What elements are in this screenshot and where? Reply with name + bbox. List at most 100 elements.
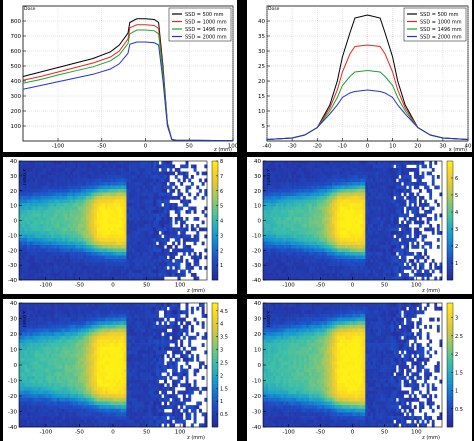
colorbar-tick-label: 5 (455, 193, 458, 199)
y-axis-label: Dose (24, 6, 36, 12)
x-tick-label: 50 (143, 430, 150, 436)
x-axis-label: x (mm) (449, 147, 467, 152)
series-line (22, 41, 234, 142)
y-tick-label: 20 (10, 332, 17, 338)
y-tick-label: 20 (254, 332, 261, 338)
x-tick-label: 20 (414, 144, 421, 150)
y-tick-label: -10 (8, 379, 17, 385)
y-tick-label: 40 (10, 159, 17, 165)
dose-map-ssd-500: -100 -50 0 50 100 -40 -30 -20 -10 0 10 20 30 40 z (mm)… (3, 157, 237, 294)
x-tick-label: -10 (338, 144, 347, 150)
y-tick-label: 0 (258, 219, 262, 225)
x-tick-label: 50 (381, 430, 388, 436)
y-tick-label: 10 (254, 204, 261, 210)
y-tick-label: -40 (252, 278, 261, 284)
colorbar-tick-label: 6 (220, 189, 223, 195)
y-tick-label: 30 (254, 317, 261, 323)
y-tick-label: 40 (258, 19, 265, 25)
y-tick-label: 25 (258, 64, 265, 70)
y-tick-label: 700 (11, 34, 22, 40)
x-tick-label: 30 (439, 144, 446, 150)
y-tick-label: -30 (252, 263, 261, 269)
x-tick-label: 0 (111, 430, 115, 436)
y-tick-label: 10 (10, 348, 17, 354)
x-axis-label: z (mm) (187, 288, 205, 294)
colorbar-tick-label: 1 (455, 389, 458, 395)
dose-map-ssd-2000: -100 -50 0 50 100 -40 -30 -20 -10 0 10 20 30 40 z (mm)… (247, 299, 472, 441)
x-tick-label: -40 (263, 144, 272, 150)
x-tick-label: -100 (40, 283, 53, 289)
x-tick-label: 40 (465, 144, 472, 150)
y-tick-label: 0 (14, 219, 18, 225)
y-axis-label: Dose (268, 6, 280, 12)
colorbar-tick-label: 7 (220, 174, 223, 180)
colorbar-tick-label: 1.5 (455, 370, 463, 376)
y-tick-label: -20 (8, 394, 17, 400)
colorbar-tick-label: 1 (220, 263, 223, 269)
y-tick-label: 100 (11, 124, 22, 130)
x-tick-label: -100 (282, 430, 295, 436)
x-tick-label: 0 (144, 144, 148, 150)
colorbar-tick-label: 4.5 (220, 309, 228, 315)
y-axis-label: x (mm) (21, 169, 27, 186)
legend-label: SSD = 500 mm (420, 12, 459, 18)
x-tick-label: -100 (52, 144, 65, 150)
colorbar-tick-label: 2 (220, 248, 223, 254)
y-tick-label: -20 (252, 394, 261, 400)
colorbar-tick-label: 3.5 (220, 335, 228, 341)
x-tick-label: 0 (111, 283, 115, 289)
legend-label: SSD = 500 mm (185, 12, 224, 18)
y-tick-label: -10 (252, 233, 261, 239)
y-tick-label: 10 (254, 348, 261, 354)
x-tick-label: -100 (282, 283, 295, 289)
colorbar-tick-label: 4 (455, 210, 458, 216)
dose-map-ssd-1496: -100 -50 0 50 100 -40 -30 -20 -10 0 10 20 30 40 z (mm)… (3, 299, 237, 441)
x-axis-label: z (mm) (422, 288, 440, 294)
colorbar-tick-label: 5 (220, 204, 223, 210)
x-axis-label: z (mm) (422, 435, 440, 441)
heatmap-cells (19, 161, 208, 281)
dose-depth-profile-chart: -100 -50 0 50 100 100 200 300 400 500 600 700 800 Dos… (3, 0, 237, 152)
y-tick-label: -10 (8, 233, 17, 239)
y-tick-label: 600 (11, 49, 22, 55)
y-tick-label: -20 (252, 248, 261, 254)
y-tick-label: -30 (8, 410, 17, 416)
y-tick-label: -20 (8, 248, 17, 254)
x-axis-label: z (mm) (187, 435, 205, 441)
colorbar-tick-label: 0.5 (455, 407, 463, 413)
y-tick-label: 0 (258, 363, 262, 369)
colorbar-tick-label: 1 (220, 399, 223, 405)
x-tick-label: 0 (351, 430, 355, 436)
dose-map-ssd-1000: -100 -50 0 50 100 -40 -30 -20 -10 0 10 20 30 40 z (mm)… (247, 157, 472, 294)
y-tick-label: -40 (252, 425, 261, 431)
colorbar-tick-label: 4 (220, 219, 223, 225)
colorbar-tick-label: 2.5 (455, 334, 463, 340)
legend-label: SSD = 2000 mm (185, 35, 227, 41)
colorbar-tick-label: 4 (220, 322, 223, 328)
y-tick-label: 30 (258, 49, 265, 55)
x-tick-label: 0 (351, 283, 355, 289)
legend-label: SSD = 1496 mm (420, 27, 462, 33)
colorbar-frame (446, 302, 454, 428)
y-tick-label: 15 (258, 94, 265, 100)
y-tick-label: -40 (8, 425, 17, 431)
colorbar-frame (211, 302, 219, 428)
x-tick-label: 10 (389, 144, 396, 150)
x-tick-label: 50 (381, 283, 388, 289)
y-tick-label: 200 (11, 109, 22, 115)
heatmap-cells (263, 303, 443, 428)
y-tick-label: 40 (254, 159, 261, 165)
dose-lateral-profile-chart: -40 -30 -20 -10 0 10 20 30 40 5 10 15 20 25 30 35 40 Dose… (247, 0, 472, 152)
series-line (266, 89, 469, 140)
legend-label: SSD = 1000 mm (420, 20, 462, 26)
colorbar-tick-label: 6 (455, 176, 458, 182)
colorbar-tick-label: 2.5 (220, 360, 228, 366)
x-tick-label: -30 (288, 144, 297, 150)
colorbar-frame (446, 160, 454, 281)
y-tick-label: -40 (8, 278, 17, 284)
colorbar-tick-label: 2 (220, 373, 223, 379)
colorbar-tick-label: 8 (220, 159, 223, 165)
x-tick-label: -50 (97, 144, 106, 150)
y-tick-label: 30 (254, 174, 261, 180)
y-tick-label: -30 (252, 410, 261, 416)
